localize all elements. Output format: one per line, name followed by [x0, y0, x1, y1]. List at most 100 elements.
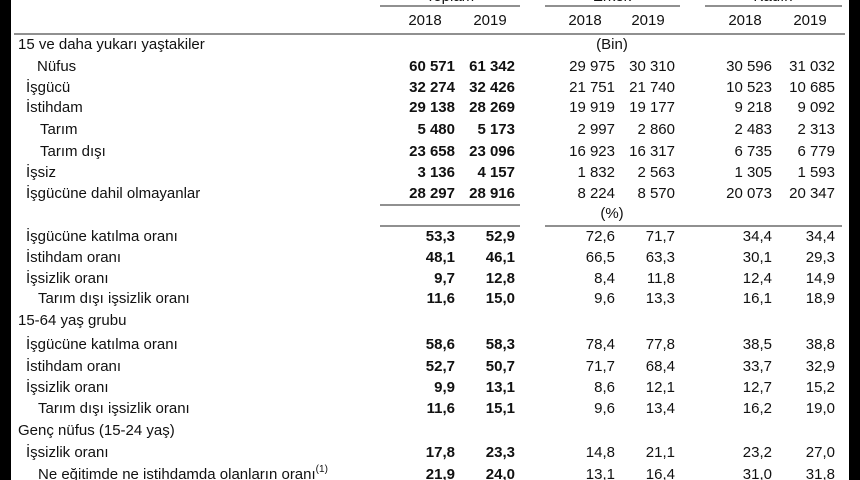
row-label: İşgücüne katılma oranı: [26, 227, 178, 245]
cell-value: 21 751: [569, 79, 615, 96]
row-label-text: İşgücü: [26, 78, 70, 96]
cell-value: 17,8: [426, 444, 455, 461]
row-label: İşsiz: [26, 163, 56, 181]
cell-value: 78,4: [586, 336, 615, 353]
row-label: 15 ve daha yukarı yaştakiler: [18, 36, 205, 53]
cell-value: 38,5: [743, 336, 772, 353]
cell-value: 16,4: [646, 466, 675, 480]
cell-value: 24,0: [486, 466, 515, 480]
cell-value: 31,0: [743, 466, 772, 480]
row-label: İşgücü: [26, 78, 70, 96]
cell-value: 50,7: [486, 358, 515, 375]
cell-value: 15,0: [486, 290, 515, 307]
cell-value: 16,2: [743, 400, 772, 417]
cell-value: 15,1: [486, 400, 515, 417]
row-label-text: 15-64 yaş grubu: [18, 312, 126, 329]
cell-value: 18,9: [806, 290, 835, 307]
row-label: Tarım: [40, 121, 78, 138]
cell-value: 9,7: [434, 270, 455, 287]
cell-value: 72,6: [586, 228, 615, 245]
cell-value: 29,3: [806, 249, 835, 266]
row-label: Tarım dışı işsizlik oranı: [38, 400, 190, 417]
footnote-mark: (1): [316, 464, 328, 475]
row-label-text: Nüfus: [37, 58, 76, 75]
cell-value: 28 297: [409, 185, 455, 202]
cell-value: 68,4: [646, 358, 675, 375]
row-label-text: İşgücüne katılma oranı: [26, 335, 178, 353]
cell-value: 12,8: [486, 270, 515, 287]
row-label-text: Ne eğitimde ne istihdamda olanların oran…: [38, 466, 316, 480]
cell-value: 12,1: [646, 379, 675, 396]
group-header: Kadın: [753, 0, 792, 5]
cell-value: 6 779: [797, 143, 835, 160]
year-header: 2018: [728, 12, 761, 29]
cell-value: 58,6: [426, 336, 455, 353]
cell-value: 53,3: [426, 228, 455, 245]
row-label: İşsizlik oranı: [26, 269, 109, 287]
row-label: İstihdam oranı: [26, 248, 121, 266]
cell-value: 8 224: [577, 185, 615, 202]
cell-value: 2 563: [637, 164, 675, 181]
cell-value: 2 313: [797, 121, 835, 138]
cell-value: 2 860: [637, 121, 675, 138]
cell-value: 52,7: [426, 358, 455, 375]
cell-value: 30 596: [726, 58, 772, 75]
cell-value: 12,4: [743, 270, 772, 287]
cell-value: 71,7: [646, 228, 675, 245]
unit-label: (Bin): [596, 36, 628, 53]
cell-value: 30 310: [629, 58, 675, 75]
cell-value: 60 571: [409, 58, 455, 75]
cell-value: 6 735: [734, 143, 772, 160]
row-label: Ne eğitimde ne istihdamda olanların oran…: [38, 464, 328, 480]
row-label-text: İstihdam oranı: [26, 357, 121, 375]
cell-value: 28 269: [469, 99, 515, 116]
cell-value: 12,7: [743, 379, 772, 396]
cell-value: 13,3: [646, 290, 675, 307]
cell-value: 1 593: [797, 164, 835, 181]
cell-value: 19 919: [569, 99, 615, 116]
cell-value: 28 916: [469, 185, 515, 202]
row-label: 15-64 yaş grubu: [18, 312, 126, 329]
cell-value: 11,6: [427, 400, 455, 417]
cell-value: 38,8: [806, 336, 835, 353]
cell-value: 77,8: [646, 336, 675, 353]
cell-value: 30,1: [743, 249, 772, 266]
cell-value: 9,6: [594, 290, 615, 307]
cell-value: 66,5: [586, 249, 615, 266]
row-label-text: Tarım: [40, 121, 78, 138]
year-header: 2019: [473, 12, 506, 29]
cell-value: 29 138: [409, 99, 455, 116]
cell-value: 11,8: [647, 270, 675, 287]
cell-value: 9 092: [797, 99, 835, 116]
cell-value: 13,1: [486, 379, 515, 396]
cell-value: 4 157: [477, 164, 515, 181]
group-header: Toplam: [426, 0, 474, 5]
cell-value: 8 570: [637, 185, 675, 202]
row-label: İşsizlik oranı: [26, 443, 109, 461]
cell-value: 32 274: [409, 79, 456, 96]
cell-value: 23,3: [486, 444, 515, 461]
row-label-text: Tarım dışı: [40, 143, 106, 160]
cell-value: 21,1: [646, 444, 675, 461]
row-label: İşsizlik oranı: [26, 378, 109, 396]
cell-value: 19,0: [806, 400, 835, 417]
cell-value: 9,6: [594, 400, 615, 417]
row-label-text: Tarım dışı işsizlik oranı: [38, 290, 190, 307]
cell-value: 13,4: [646, 400, 675, 417]
row-label-text: İstihdam oranı: [26, 248, 121, 266]
year-header: 2018: [408, 12, 441, 29]
cell-value: 34,4: [743, 228, 772, 245]
cell-value: 29 975: [569, 58, 615, 75]
cell-value: 3 136: [417, 164, 455, 181]
unit-label: (%): [600, 205, 623, 222]
cell-value: 32 426: [469, 79, 515, 96]
cell-value: 33,7: [743, 358, 772, 375]
cell-value: 20 073: [726, 185, 772, 202]
row-label-text: İşsiz: [26, 163, 56, 181]
row-label-text: İstihdam: [26, 98, 83, 116]
cell-value: 16,1: [743, 290, 772, 307]
row-label-text: İşgücüne katılma oranı: [26, 227, 178, 245]
cell-value: 34,4: [806, 228, 835, 245]
cell-value: 9 218: [734, 99, 772, 116]
